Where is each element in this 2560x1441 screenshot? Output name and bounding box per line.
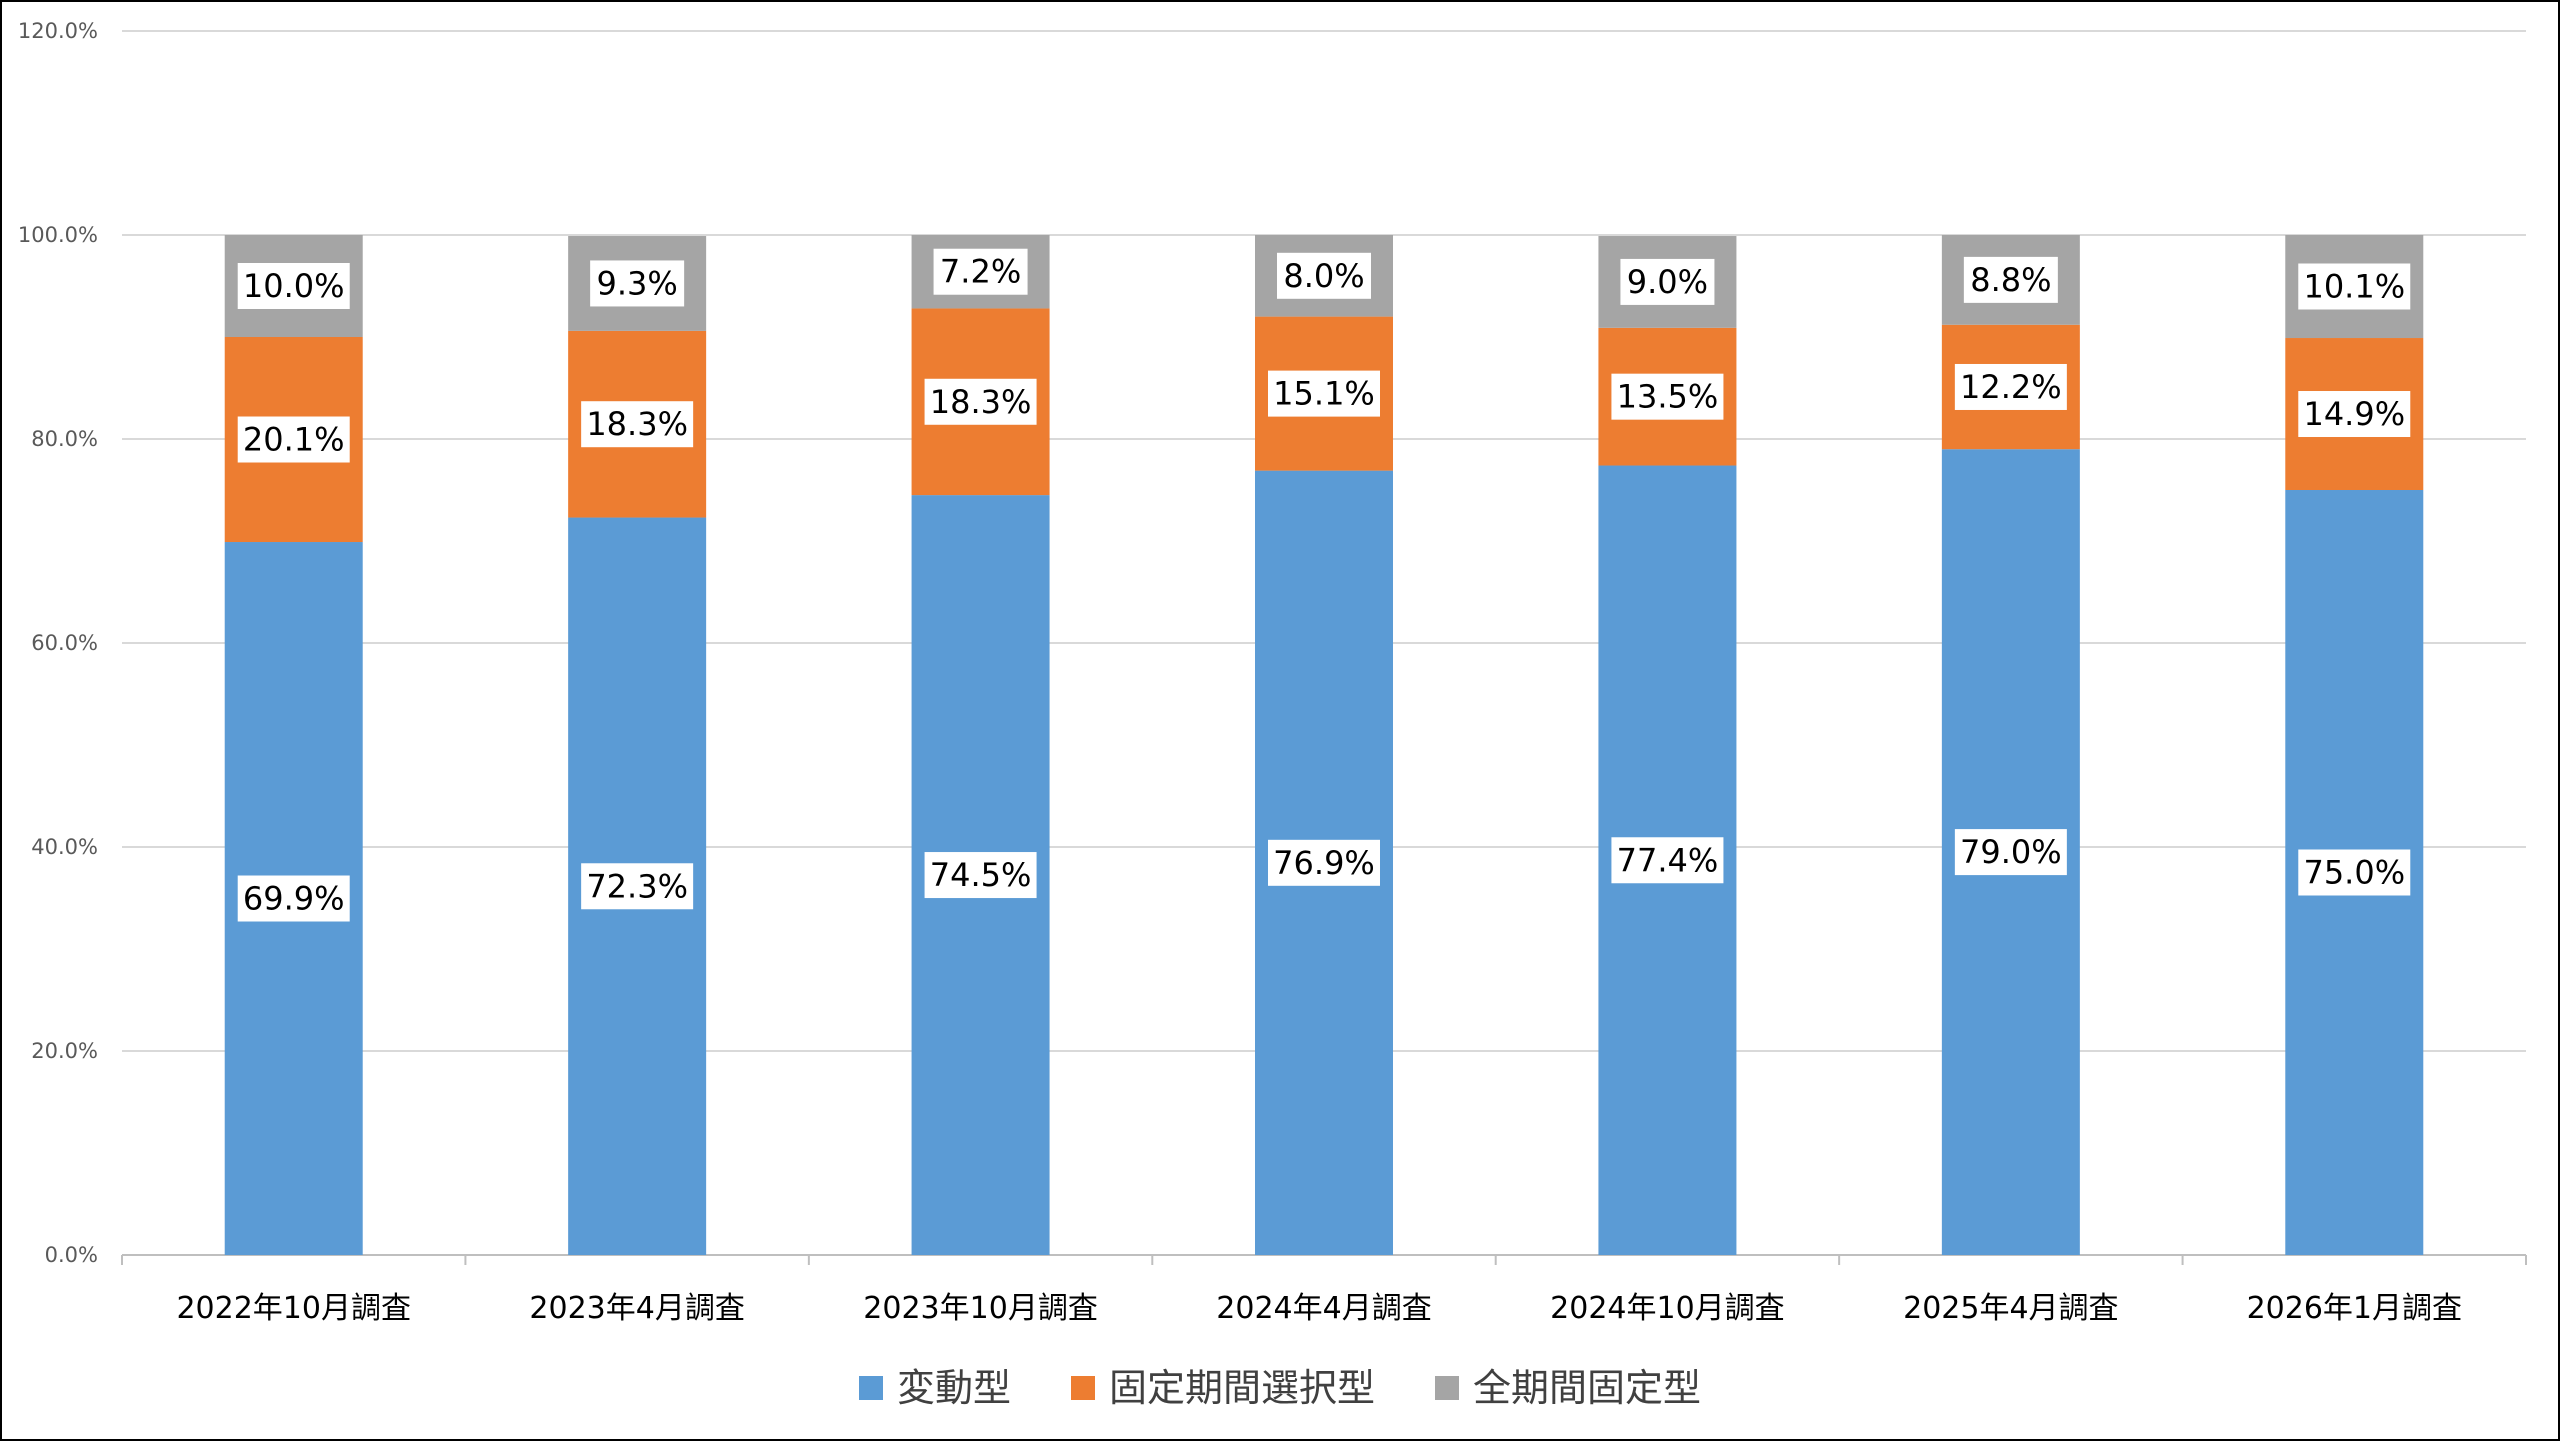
category-label: 2023年10月調査 <box>863 1291 1098 1326</box>
legend-label: 固定期間選択型 <box>1109 1366 1375 1410</box>
y-tick-label: 60.0% <box>31 631 98 655</box>
data-label-box <box>1963 256 2058 303</box>
data-label: 76.9% <box>1273 844 1375 882</box>
y-tick-label: 20.0% <box>31 1039 98 1063</box>
data-label: 13.5% <box>1617 378 1719 416</box>
legend-swatch <box>1071 1376 1095 1400</box>
data-label: 7.2% <box>940 253 1021 291</box>
y-tick-label: 120.0% <box>18 19 98 43</box>
legend-swatch <box>1435 1376 1459 1400</box>
data-label: 10.1% <box>2303 268 2405 306</box>
legend-swatch <box>859 1376 883 1400</box>
data-label: 9.3% <box>596 264 677 302</box>
data-label: 10.0% <box>243 267 345 305</box>
data-label-box <box>1620 258 1715 305</box>
data-label-box <box>1954 829 2067 876</box>
data-label-box <box>924 378 1037 425</box>
category-label: 2024年10月調査 <box>1550 1291 1785 1326</box>
data-label-box <box>924 852 1037 899</box>
data-label-box <box>1268 370 1380 417</box>
category-label: 2024年4月調査 <box>1216 1291 1431 1326</box>
data-label-box <box>237 263 350 309</box>
y-tick-label: 80.0% <box>31 427 98 451</box>
data-label-box <box>1954 363 2067 410</box>
data-label-box <box>581 401 694 448</box>
data-label-box <box>933 248 1028 295</box>
data-label: 79.0% <box>1960 833 2062 871</box>
data-label-box <box>2298 849 2411 896</box>
gridlines: 0.0% 20.0% 40.0% 60.0% 80.0% 100.0% 120.0% <box>18 19 2526 1267</box>
legend-label: 全期間固定型 <box>1473 1366 1701 1410</box>
data-label-box <box>1611 837 1724 884</box>
y-tick-label: 0.0% <box>45 1243 98 1267</box>
category-label: 2026年1月調査 <box>2247 1291 2462 1326</box>
data-label-box <box>1268 839 1380 886</box>
data-label: 77.4% <box>1617 841 1719 879</box>
data-label: 15.1% <box>1273 375 1375 413</box>
y-tick-label: 40.0% <box>31 835 98 859</box>
category-label: 2025年4月調査 <box>1903 1291 2118 1326</box>
data-label: 72.3% <box>586 867 688 905</box>
y-tick-label: 100.0% <box>18 223 98 247</box>
data-label: 8.0% <box>1283 257 1364 295</box>
data-label-box <box>237 875 350 922</box>
legend-label: 変動型 <box>897 1366 1011 1410</box>
data-label: 18.3% <box>930 383 1032 421</box>
data-label: 12.2% <box>1960 368 2062 406</box>
data-label: 9.0% <box>1627 263 1708 301</box>
data-label-box <box>237 416 350 463</box>
data-label-box <box>590 260 685 307</box>
data-label: 74.5% <box>930 856 1032 894</box>
data-label: 8.8% <box>1970 261 2051 299</box>
category-label: 2022年10月調査 <box>176 1291 411 1326</box>
data-labels: 69.9% 20.1% 10.0% 72.3% 18.3% 9.3% 74.5% 18.3% 7… <box>237 248 2411 922</box>
data-label-box <box>1277 252 1371 299</box>
data-label: 18.3% <box>586 405 688 443</box>
data-label: 20.1% <box>243 421 345 459</box>
data-label: 69.9% <box>243 880 345 918</box>
data-label-box <box>2298 263 2411 310</box>
data-label: 75.0% <box>2303 854 2405 892</box>
data-label: 14.9% <box>2303 395 2405 433</box>
legend: 変動型 固定期間選択型 全期間固定型 <box>859 1366 1701 1410</box>
data-label-box <box>581 863 694 910</box>
data-label-box <box>2298 391 2411 438</box>
data-label-box <box>1611 373 1724 420</box>
category-label: 2023年4月調査 <box>529 1291 744 1326</box>
